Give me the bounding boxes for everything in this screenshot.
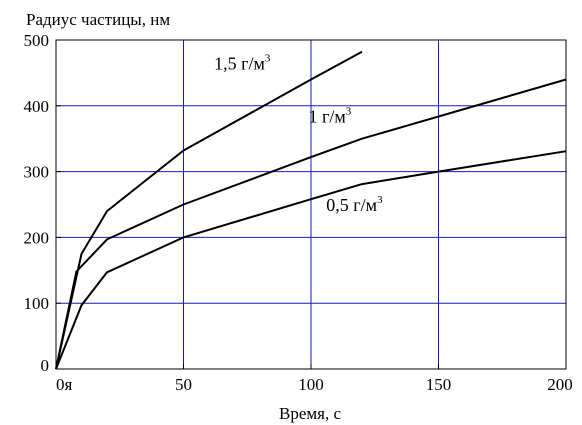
y-tick-label: 100 — [24, 294, 50, 313]
series-line-3 — [55, 150, 567, 370]
y-axis-label: Радиус частицы, нм — [26, 10, 170, 29]
series-line-1 — [55, 50, 363, 370]
series-labels: 1,5 г/м3 1 г/м3 0,5 г/м3 — [214, 53, 383, 215]
x-tick-label: 200 — [547, 375, 573, 394]
y-tick-label: 200 — [24, 228, 50, 247]
axis-ticks: 0я 50 100 150 200 0 100 200 300 400 500 — [24, 31, 573, 394]
y-tick-label: 400 — [24, 97, 50, 116]
x-tick-label: 0я — [56, 375, 73, 394]
x-tick-label: 150 — [426, 375, 452, 394]
grid — [56, 40, 566, 369]
series-label-3: 0,5 г/м3 — [326, 194, 383, 215]
x-tick-label: 100 — [298, 375, 324, 394]
series-label-1: 1,5 г/м3 — [214, 53, 271, 74]
series-lines — [55, 50, 567, 370]
y-tick-label: 500 — [24, 31, 50, 50]
x-tick-label: 50 — [175, 375, 192, 394]
y-tick-label: 300 — [24, 163, 50, 182]
series-label-2: 1 г/м3 — [308, 105, 351, 126]
x-axis-label: Время, с — [279, 404, 341, 423]
y-tick-label: 0 — [41, 356, 50, 375]
series-line-2 — [55, 78, 567, 370]
